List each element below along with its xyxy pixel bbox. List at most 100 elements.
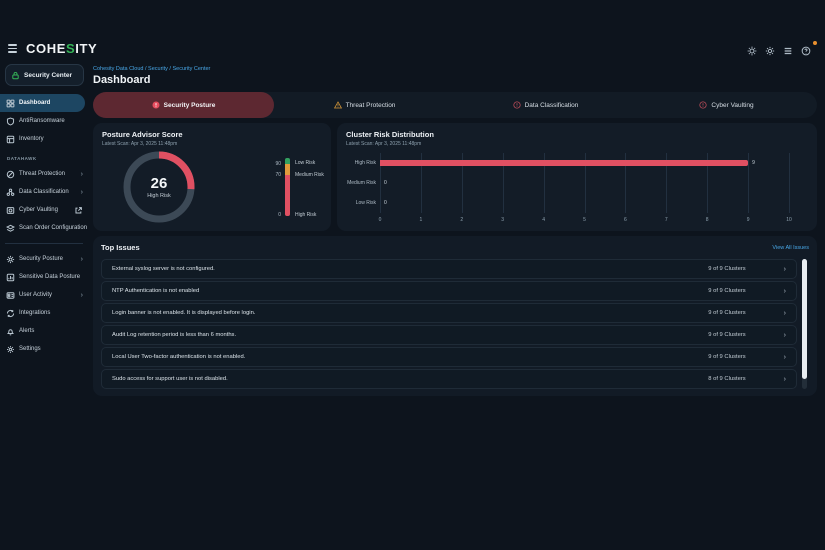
main-content: Cohesity Data Cloud / Security / Securit…	[93, 62, 817, 550]
chevron-right-icon[interactable]: ›	[784, 266, 786, 273]
brightness-icon[interactable]	[746, 45, 757, 56]
issue-row[interactable]: Login banner is not enabled. It is displ…	[101, 303, 797, 323]
x-tick-label: 6	[624, 217, 627, 223]
medium-risk-segment	[285, 164, 290, 176]
sidebar-divider	[5, 243, 83, 244]
breadcrumb[interactable]: Cohesity Data Cloud / Security / Securit…	[93, 66, 817, 72]
chevron-right-icon[interactable]: ›	[784, 376, 786, 383]
help-circle-icon[interactable]	[800, 45, 811, 56]
issue-row[interactable]: Sudo access for support user is not disa…	[101, 369, 797, 389]
security-posture-icon	[6, 255, 15, 264]
issues-scrollbar[interactable]	[802, 259, 807, 389]
posture-card-title: Posture Advisor Score	[102, 130, 322, 139]
sidebar-item-alerts[interactable]: Alerts	[0, 322, 88, 340]
tab-security-posture[interactable]: Security Posture	[93, 92, 274, 118]
sidebar-item-antiransomware[interactable]: AntiRansomware	[0, 112, 88, 130]
issue-row[interactable]: NTP Authentication is not enabled 9 of 9…	[101, 281, 797, 301]
issue-text: Sudo access for support user is not disa…	[112, 376, 708, 382]
high-risk-segment	[285, 175, 290, 216]
view-all-issues-link[interactable]: View All Issues	[772, 245, 809, 251]
inventory-icon	[6, 135, 15, 144]
issues-list: External syslog server is not configured…	[101, 259, 809, 389]
cohesity-logo: COHESITY	[26, 41, 97, 56]
issue-text: Audit Log retention period is less than …	[112, 332, 708, 338]
sidebar-item-label: Threat Protection	[19, 171, 65, 177]
sidebar-item-threat-protection[interactable]: Threat Protection ›	[0, 165, 88, 183]
bar-value-label: 9	[752, 160, 755, 166]
x-tick-label: 3	[501, 217, 504, 223]
risk-bar[interactable]	[380, 160, 748, 166]
gridline	[748, 153, 749, 213]
issue-clusters: 9 of 9 Clusters	[708, 310, 745, 316]
menu-icon[interactable]	[6, 42, 19, 55]
sidebar-item-label: Scan Order Configuration	[19, 225, 87, 231]
gear-icon[interactable]	[764, 45, 775, 56]
vault-icon	[6, 206, 15, 215]
x-tick-label: 0	[379, 217, 382, 223]
sidebar-item-label: Dashboard	[19, 100, 50, 106]
bar-value-label: 0	[384, 180, 387, 186]
cluster-card-title: Cluster Risk Distribution	[346, 130, 808, 139]
sidebar-item-label: Data Classification	[19, 189, 69, 195]
category-label: High Risk	[355, 160, 376, 166]
notification-dot	[813, 41, 817, 45]
settings-gear-icon	[6, 345, 15, 354]
chevron-right-icon[interactable]: ›	[784, 310, 786, 317]
sidebar-section-datahawk: DATAHAWK	[0, 148, 88, 165]
cluster-bar-chart: 012345678910High Risk9Medium Risk0Low Ri…	[346, 149, 805, 227]
sidebar-item-settings[interactable]: Settings	[0, 340, 88, 358]
chevron-right-icon[interactable]: ›	[784, 288, 786, 295]
x-tick-label: 5	[583, 217, 586, 223]
top-issues-title: Top Issues	[101, 243, 140, 252]
category-label: Low Risk	[356, 200, 376, 206]
apps-grid-icon[interactable]	[782, 45, 793, 56]
sidebar-item-user-activity[interactable]: User Activity ›	[0, 286, 88, 304]
dashboard-icon	[6, 99, 15, 108]
tab-label: Security Posture	[164, 102, 216, 109]
top-issues-panel: Top Issues View All Issues External sysl…	[93, 236, 817, 396]
sidebar-item-security-posture[interactable]: Security Posture ›	[0, 250, 88, 268]
sidebar-item-integrations[interactable]: Integrations	[0, 304, 88, 322]
chevron-right-icon[interactable]: ›	[784, 332, 786, 339]
sidebar-item-scan-order-configuration[interactable]: Scan Order Configuration	[0, 219, 88, 237]
x-tick-label: 4	[542, 217, 545, 223]
sidebar-item-label: AntiRansomware	[19, 118, 65, 124]
risk-scale-legend: 90 70 0 Low Risk Medium Risk High Risk	[259, 158, 329, 216]
chevron-right-icon: ›	[81, 256, 83, 263]
x-tick-label: 8	[706, 217, 709, 223]
app-switcher-label: Security Center	[24, 72, 72, 79]
error-circle-outline-icon	[699, 101, 707, 109]
issue-row[interactable]: Audit Log retention period is less than …	[101, 325, 797, 345]
app-switcher[interactable]: Security Center	[5, 64, 84, 86]
sidebar-item-dashboard[interactable]: Dashboard	[0, 94, 85, 112]
scrollbar-thumb[interactable]	[802, 259, 807, 379]
issue-text: Login banner is not enabled. It is displ…	[112, 310, 708, 316]
sidebar-item-sensitive-data-posture[interactable]: Sensitive Data Posture	[0, 268, 88, 286]
gauge-score-label: High Risk	[147, 193, 171, 199]
issue-clusters: 9 of 9 Clusters	[708, 288, 745, 294]
chevron-right-icon[interactable]: ›	[784, 354, 786, 361]
chevron-right-icon: ›	[81, 292, 83, 299]
issue-row[interactable]: External syslog server is not configured…	[101, 259, 797, 279]
tab-cyber-vaulting[interactable]: Cyber Vaulting	[636, 92, 817, 118]
issue-clusters: 9 of 9 Clusters	[708, 354, 745, 360]
warning-triangle-icon	[334, 101, 342, 109]
logo-text: COHE	[26, 41, 66, 56]
cluster-card-subtitle: Latest Scan: Apr 3, 2025 11:48pm	[346, 141, 808, 147]
sidebar-item-label: Integrations	[19, 310, 50, 316]
tab-label: Cyber Vaulting	[711, 102, 753, 109]
tab-data-classification[interactable]: Data Classification	[455, 92, 636, 118]
sidebar-item-label: User Activity	[19, 292, 52, 298]
threat-protection-icon	[6, 170, 15, 179]
sidebar-item-cyber-vaulting[interactable]: Cyber Vaulting	[0, 201, 88, 219]
tab-threat-protection[interactable]: Threat Protection	[274, 92, 455, 118]
tabbar: Security Posture Threat Protection Data …	[93, 92, 817, 118]
issue-row[interactable]: Local User Two-factor authentication is …	[101, 347, 797, 367]
gridline	[789, 153, 790, 213]
issue-text: Local User Two-factor authentication is …	[112, 354, 708, 360]
external-link-icon	[74, 206, 83, 215]
lock-icon	[11, 71, 20, 80]
sidebar-item-data-classification[interactable]: Data Classification ›	[0, 183, 88, 201]
sidebar-item-inventory[interactable]: Inventory	[0, 130, 88, 148]
tab-label: Data Classification	[525, 102, 579, 109]
